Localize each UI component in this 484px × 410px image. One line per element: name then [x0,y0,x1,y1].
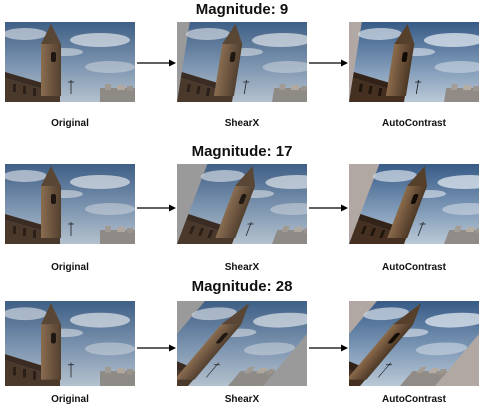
row-3-title: Magnitude: 28 [0,278,484,295]
row-1-label-shearx: ShearX [177,118,307,129]
row-3-label-original: Original [5,394,135,405]
row-2-label-shearx: ShearX [177,262,307,273]
row-2-autocontrast-image [349,164,479,244]
row-2-shearx-image [177,164,307,244]
row-3-shearx-image [177,301,307,386]
row-1-label-original: Original [5,118,135,129]
row-2-title: Magnitude: 17 [0,143,484,160]
row-3-original-image [5,301,135,386]
row-3-arrow-1 [135,343,177,353]
row-2-label-autocontrast: AutoContrast [349,262,479,273]
row-3-label-shearx: ShearX [177,394,307,405]
row-1-label-autocontrast: AutoContrast [349,118,479,129]
row-1-arrow-1 [135,58,177,68]
row-1-autocontrast-image [349,22,479,102]
row-3-autocontrast-image [349,301,479,386]
row-1-arrow-2 [307,58,349,68]
row-1-original-image [5,22,135,102]
row-3-label-autocontrast: AutoContrast [349,394,479,405]
row-1-title: Magnitude: 9 [0,1,484,18]
row-2-arrow-1 [135,203,177,213]
row-2-label-original: Original [5,262,135,273]
row-2-original-image [5,164,135,244]
row-2-arrow-2 [307,203,349,213]
row-1-shearx-image [177,22,307,102]
row-3-arrow-2 [307,343,349,353]
